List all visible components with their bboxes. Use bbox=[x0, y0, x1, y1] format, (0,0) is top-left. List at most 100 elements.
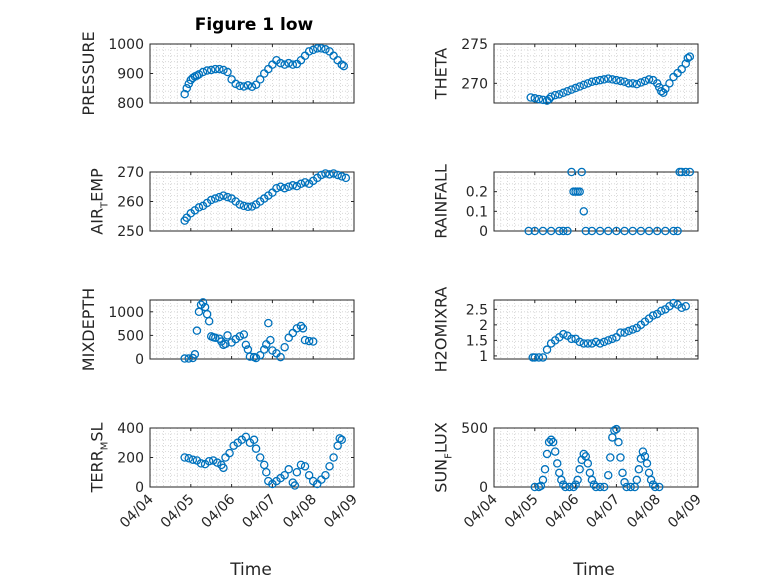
data-point bbox=[304, 47, 314, 56]
data-point bbox=[288, 60, 298, 69]
data-point bbox=[235, 200, 245, 209]
subplot-sun-flux: 0 500 SUNFLUX 04/04 04/05 04/06 04/07 04/08 04/0… bbox=[432, 421, 705, 531]
data-point bbox=[223, 192, 232, 202]
data-point bbox=[608, 75, 617, 84]
y-tick-label: 500 bbox=[117, 328, 144, 344]
data-point bbox=[300, 462, 310, 471]
data-point bbox=[628, 79, 637, 88]
data-point bbox=[603, 226, 613, 236]
data-point bbox=[204, 456, 214, 466]
data-point bbox=[192, 326, 202, 335]
data-point bbox=[317, 170, 326, 180]
subplot-theta: 270 275 THETA bbox=[432, 37, 699, 105]
data-point bbox=[575, 337, 584, 347]
data-point bbox=[620, 478, 629, 487]
data-point bbox=[184, 354, 194, 363]
data-point bbox=[194, 203, 204, 212]
data-point bbox=[530, 353, 540, 362]
data-point bbox=[559, 329, 568, 339]
data-point bbox=[661, 84, 670, 94]
data-point bbox=[632, 79, 642, 89]
data-point bbox=[665, 79, 674, 88]
y-tick-label: 0 bbox=[135, 480, 144, 496]
data-point bbox=[642, 459, 652, 468]
y-tick-label: 2.5 bbox=[466, 302, 488, 318]
data-point bbox=[259, 345, 269, 354]
data-point bbox=[559, 88, 568, 98]
data-point bbox=[677, 64, 686, 74]
data-point bbox=[571, 480, 580, 489]
data-point bbox=[211, 194, 220, 203]
data-point bbox=[657, 306, 666, 316]
data-point bbox=[581, 226, 591, 236]
data-point bbox=[681, 59, 691, 68]
data-point bbox=[292, 467, 302, 477]
data-point bbox=[184, 453, 194, 463]
data-point bbox=[559, 226, 568, 236]
data-point bbox=[561, 482, 570, 492]
y-axis-label: H2OMIXRA bbox=[432, 287, 451, 373]
data-point bbox=[251, 80, 261, 89]
data-point bbox=[652, 226, 662, 236]
data-point bbox=[603, 74, 613, 83]
data-point bbox=[583, 339, 593, 348]
data-point bbox=[583, 79, 593, 88]
x-tick-label: 04/04 bbox=[461, 491, 501, 531]
data-point bbox=[292, 324, 302, 333]
data-point bbox=[638, 447, 648, 456]
data-point bbox=[245, 352, 255, 361]
data-point bbox=[555, 90, 564, 99]
data-point bbox=[231, 79, 240, 89]
data-point bbox=[563, 86, 572, 96]
y-tick-label: 270 bbox=[117, 165, 144, 181]
data-point bbox=[337, 435, 347, 445]
data-point bbox=[215, 192, 224, 202]
data-point bbox=[681, 167, 691, 177]
data-point bbox=[202, 66, 212, 75]
data-point bbox=[276, 58, 285, 68]
data-point bbox=[308, 337, 318, 346]
data-point bbox=[646, 475, 656, 485]
data-point bbox=[180, 453, 189, 462]
x-tick-label: 04/06 bbox=[199, 491, 239, 531]
axes-box bbox=[493, 43, 699, 104]
data-point bbox=[538, 353, 548, 362]
data-point bbox=[579, 449, 589, 459]
data-point bbox=[599, 75, 609, 84]
y-axis-label: MIXDEPTH bbox=[79, 288, 98, 371]
data-point bbox=[276, 182, 285, 191]
y-tick-label: 0 bbox=[479, 480, 488, 496]
data-point bbox=[247, 82, 257, 92]
data-point bbox=[198, 67, 208, 77]
data-point bbox=[219, 65, 228, 75]
x-tick-label: 04/09 bbox=[665, 492, 705, 532]
data-point bbox=[333, 441, 342, 450]
data-point bbox=[239, 201, 249, 211]
data-point bbox=[685, 52, 695, 61]
data-point bbox=[341, 173, 351, 183]
data-point bbox=[219, 463, 228, 473]
data-point bbox=[206, 195, 216, 205]
data-point bbox=[569, 482, 578, 492]
data-point bbox=[180, 354, 189, 363]
data-point bbox=[557, 475, 566, 485]
data-point bbox=[628, 325, 637, 334]
data-point bbox=[624, 79, 633, 88]
data-point bbox=[213, 458, 222, 467]
data-point bbox=[321, 45, 330, 54]
data-point bbox=[221, 339, 230, 349]
data-point bbox=[339, 61, 349, 71]
data-point bbox=[683, 53, 693, 63]
data-point bbox=[648, 311, 658, 320]
y-axis-label: SUNFLUX bbox=[432, 422, 455, 492]
data-point bbox=[571, 83, 580, 93]
data-point bbox=[587, 339, 597, 348]
data-point bbox=[636, 226, 646, 236]
data-point bbox=[599, 482, 609, 492]
data-point bbox=[583, 459, 593, 468]
data-point bbox=[628, 226, 637, 236]
data-point bbox=[239, 82, 249, 91]
data-point bbox=[579, 80, 589, 90]
data-point bbox=[567, 334, 576, 344]
data-point bbox=[644, 75, 654, 84]
